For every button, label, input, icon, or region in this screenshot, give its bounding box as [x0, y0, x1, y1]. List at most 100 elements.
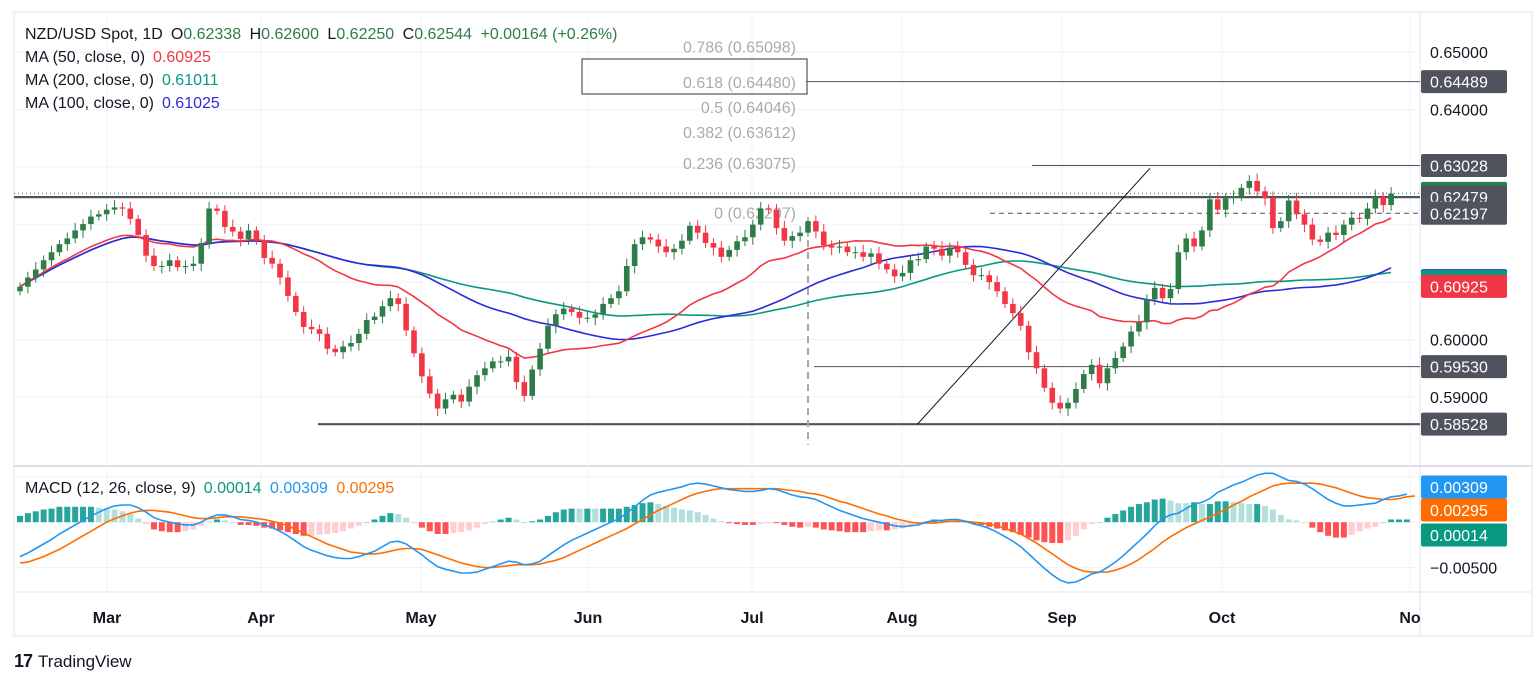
candle-body: [702, 232, 709, 244]
candle-body: [513, 356, 520, 383]
candle-body: [1309, 224, 1316, 240]
candle-body: [560, 308, 567, 315]
candle-body: [206, 208, 212, 244]
candle-body: [986, 275, 993, 283]
macd-histogram-bar: [80, 506, 87, 523]
candle-body: [978, 275, 985, 277]
price-badge: [1421, 70, 1507, 94]
candle-body: [245, 230, 252, 239]
macd-histogram-bar: [1285, 519, 1292, 523]
candle-body: [694, 225, 701, 233]
macd-histogram-bar: [206, 521, 213, 523]
ma50-legend[interactable]: MA (50, close, 0) 0.60925: [25, 49, 215, 67]
candle-body: [1222, 198, 1229, 210]
candle-body: [1301, 214, 1308, 225]
macd-histogram-bar: [852, 522, 859, 533]
macd-histogram-bar: [868, 522, 875, 532]
macd-badge-label: 0.00295: [1430, 503, 1488, 520]
candle-body: [1388, 193, 1394, 206]
macd-histogram-bar: [1364, 522, 1371, 529]
candle-body: [899, 272, 906, 277]
candle-body: [25, 277, 31, 287]
candle-body: [300, 311, 307, 327]
low-label: L: [327, 26, 337, 43]
candle-body: [40, 260, 47, 270]
price-badge-label: 0.63028: [1430, 159, 1488, 176]
macd-histogram-bar: [253, 522, 260, 526]
macd-histogram-bar: [466, 522, 473, 531]
symbol-label[interactable]: NZD/USD Spot, 1D: [25, 26, 163, 43]
macd-histogram-bar: [56, 506, 63, 523]
candle-body: [1002, 291, 1008, 304]
candle-body: [623, 266, 630, 292]
macd-histogram-bar: [166, 522, 173, 533]
macd-histogram-bar: [269, 522, 276, 529]
macd-histogram-bar: [1317, 522, 1324, 533]
macd-histogram-bar: [844, 522, 851, 533]
macd-histogram-bar: [1262, 505, 1269, 523]
candle-body: [954, 247, 961, 253]
macd-histogram-bar: [1120, 510, 1127, 523]
candle-body: [891, 269, 898, 277]
macd-histogram-bar: [1340, 522, 1347, 538]
candle-body: [1096, 364, 1103, 384]
macd-badge: [1421, 475, 1507, 499]
candle-body: [1017, 313, 1024, 326]
ohlc-legend: NZD/USD Spot, 1D O0.62338 H0.62600 L0.622…: [25, 26, 621, 44]
price-tick-label: 0.60000: [1430, 333, 1488, 350]
macd-histogram-bar: [489, 521, 496, 523]
candle-body: [805, 221, 811, 233]
candle-body: [458, 394, 465, 402]
candle-body: [1293, 200, 1300, 215]
macd-histogram-bar: [182, 522, 189, 532]
candle-body: [608, 298, 614, 304]
candle-body: [1144, 299, 1150, 323]
macd-histogram-bar: [1348, 522, 1355, 535]
macd-legend[interactable]: MACD (12, 26, close, 9) 0.00014 0.00309 0…: [25, 480, 398, 498]
candle-body: [103, 209, 110, 215]
macd-histogram-bar: [497, 519, 504, 523]
ma100-legend[interactable]: MA (100, close, 0) 0.61025: [25, 95, 224, 113]
candle-body: [214, 208, 220, 211]
ma200-legend[interactable]: MA (200, close, 0) 0.61011: [25, 72, 223, 90]
candle-body: [789, 236, 796, 241]
macd-histogram-bar: [741, 522, 748, 525]
macd-histogram-bar: [702, 514, 709, 523]
price-tick-label: 0.59000: [1430, 390, 1488, 407]
candle-body: [718, 247, 725, 257]
macd-histogram-bar: [1246, 504, 1253, 523]
candle-body: [1151, 287, 1158, 300]
candle-body: [174, 260, 181, 268]
macd-badge: [1421, 523, 1507, 547]
macd-histogram-bar: [40, 509, 47, 523]
macd-histogram-bar: [474, 522, 481, 528]
macd-histogram-bar: [1356, 522, 1363, 532]
candle-body: [1238, 187, 1245, 198]
macd-histogram-bar: [907, 522, 914, 526]
candle-body: [923, 246, 929, 260]
macd-histogram-bar: [962, 522, 969, 524]
macd-histogram-bar: [1025, 522, 1032, 538]
candle-body: [1341, 224, 1347, 235]
candle-body: [308, 326, 315, 330]
macd-histogram-bar: [1230, 502, 1237, 523]
candle-body: [182, 266, 189, 268]
candle-body: [671, 248, 677, 253]
candle-body: [1183, 238, 1190, 253]
macd-histogram-bar: [544, 515, 551, 523]
macd-histogram-bar: [899, 522, 906, 529]
candle-body: [1199, 230, 1205, 247]
tradingview-logo-icon: 17: [14, 651, 33, 671]
candle-body: [970, 264, 977, 276]
macd-histogram-bar: [450, 522, 457, 534]
macd-histogram-bar: [797, 522, 804, 528]
candle-body: [111, 207, 118, 210]
macd-histogram-bar: [150, 522, 157, 530]
candle-body: [1372, 197, 1379, 209]
tradingview-brand[interactable]: 17 TradingView: [14, 651, 132, 672]
macd-histogram-bar: [615, 508, 622, 523]
macd-histogram-bar: [529, 521, 536, 523]
macd-histogram-bar: [308, 522, 315, 536]
macd-histogram-bar: [568, 508, 575, 523]
